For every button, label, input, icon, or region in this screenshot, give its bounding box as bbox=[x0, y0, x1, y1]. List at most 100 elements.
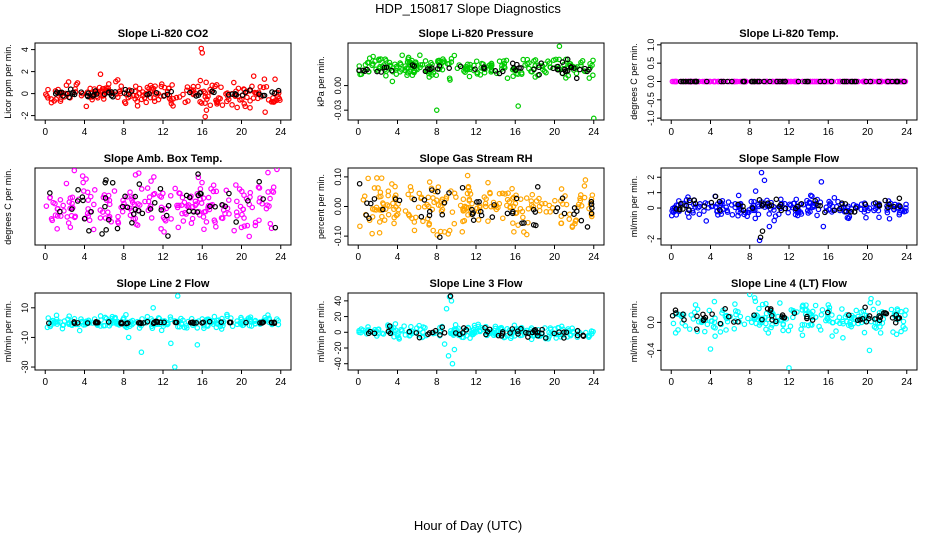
sample-point bbox=[252, 222, 259, 229]
hourly-point bbox=[110, 93, 116, 100]
sample-point bbox=[791, 78, 798, 85]
y-tick-label: -2 bbox=[20, 112, 30, 120]
sample-point bbox=[189, 215, 196, 222]
sample-point bbox=[501, 58, 507, 64]
panel-7: Slope Line 2 Flow 0 4 8 12 16 20 24 -30 -10 10 ml/m… bbox=[3, 278, 292, 388]
y-tick-label: 10 bbox=[20, 303, 30, 313]
hourly-point bbox=[416, 334, 423, 341]
hourly-point bbox=[669, 312, 676, 319]
x-tick-label: 16 bbox=[197, 377, 209, 388]
hourly-point bbox=[164, 91, 171, 98]
sample-point bbox=[582, 177, 589, 183]
hourly-point bbox=[530, 206, 537, 213]
sample-point bbox=[752, 188, 759, 194]
sample-point bbox=[106, 213, 113, 220]
sample-point bbox=[706, 307, 713, 314]
sample-point bbox=[446, 75, 453, 82]
x-tick-label: 16 bbox=[510, 127, 522, 138]
sample-point bbox=[507, 204, 513, 211]
sample-point bbox=[132, 83, 139, 90]
hourly-point bbox=[227, 319, 233, 326]
hourly-point bbox=[496, 70, 503, 77]
x-tick-label: 20 bbox=[236, 377, 248, 388]
hourly-point bbox=[717, 207, 723, 213]
sample-point bbox=[536, 207, 543, 214]
sample-point bbox=[201, 226, 207, 233]
hourly-point bbox=[889, 78, 896, 85]
hourly-point bbox=[862, 304, 868, 311]
sample-point bbox=[780, 322, 786, 328]
hourly-point bbox=[551, 330, 558, 337]
sample-point bbox=[179, 194, 186, 201]
sample-point bbox=[810, 204, 816, 211]
sample-point bbox=[786, 365, 792, 370]
sample-point bbox=[215, 95, 222, 101]
sample-point bbox=[799, 332, 806, 339]
sample-point bbox=[383, 57, 389, 64]
sample-point bbox=[218, 84, 224, 91]
hourly-point bbox=[130, 211, 137, 217]
sample-point bbox=[404, 72, 410, 79]
sample-point bbox=[449, 209, 456, 215]
sample-point bbox=[475, 321, 482, 328]
sample-point bbox=[239, 320, 246, 326]
sample-point bbox=[861, 206, 868, 213]
hourly-point bbox=[529, 329, 536, 336]
hourly-point bbox=[158, 207, 165, 213]
sample-point bbox=[748, 198, 755, 205]
sample-point bbox=[127, 212, 134, 219]
sample-point bbox=[566, 211, 573, 218]
sample-point bbox=[731, 325, 738, 332]
sample-point bbox=[829, 319, 836, 326]
hourly-point bbox=[47, 190, 53, 196]
sample-point bbox=[114, 77, 121, 83]
hourly-point bbox=[792, 205, 799, 212]
sample-point bbox=[861, 209, 868, 215]
hourly-point bbox=[886, 201, 892, 208]
sample-point bbox=[244, 222, 251, 229]
sample-point bbox=[379, 213, 385, 220]
sample-point bbox=[837, 320, 843, 327]
hourly-point bbox=[846, 312, 852, 318]
sample-point bbox=[766, 211, 773, 217]
sample-point bbox=[409, 215, 415, 222]
sample-point bbox=[231, 227, 237, 234]
hourly-point bbox=[700, 311, 706, 318]
hourly-point bbox=[211, 89, 217, 96]
hourly-point bbox=[406, 328, 413, 335]
sample-point bbox=[417, 52, 423, 59]
sample-point bbox=[433, 107, 440, 113]
hourly-point bbox=[46, 320, 52, 326]
sample-point bbox=[177, 190, 183, 197]
hourly-point bbox=[828, 78, 835, 85]
hourly-point bbox=[436, 63, 443, 69]
hourly-point bbox=[206, 318, 213, 325]
sample-point bbox=[728, 202, 735, 208]
sample-point bbox=[256, 217, 262, 224]
sample-point bbox=[558, 220, 565, 227]
sample-point bbox=[424, 201, 430, 208]
sample-point bbox=[819, 307, 826, 313]
sample-point bbox=[174, 293, 181, 299]
sample-point bbox=[420, 218, 426, 225]
sample-point bbox=[532, 57, 539, 63]
sample-point bbox=[127, 189, 133, 195]
hourly-point bbox=[779, 312, 786, 318]
sample-point bbox=[63, 180, 70, 187]
x-tick-label: 24 bbox=[901, 377, 913, 388]
sample-point bbox=[481, 194, 488, 200]
sample-point bbox=[879, 320, 886, 326]
x-tick-label: 4 bbox=[82, 377, 88, 388]
sample-point bbox=[171, 364, 178, 370]
x-tick-label: 24 bbox=[275, 252, 287, 263]
hourly-point bbox=[478, 208, 484, 215]
x-tick-label: 20 bbox=[862, 252, 874, 263]
sample-point bbox=[563, 75, 569, 81]
sample-point bbox=[407, 184, 414, 190]
hourly-point bbox=[782, 205, 789, 212]
sample-point bbox=[223, 187, 230, 194]
sample-point bbox=[435, 184, 442, 190]
sample-point bbox=[903, 208, 909, 214]
sample-point bbox=[430, 70, 437, 76]
y-tick-label: -10 bbox=[20, 331, 30, 344]
